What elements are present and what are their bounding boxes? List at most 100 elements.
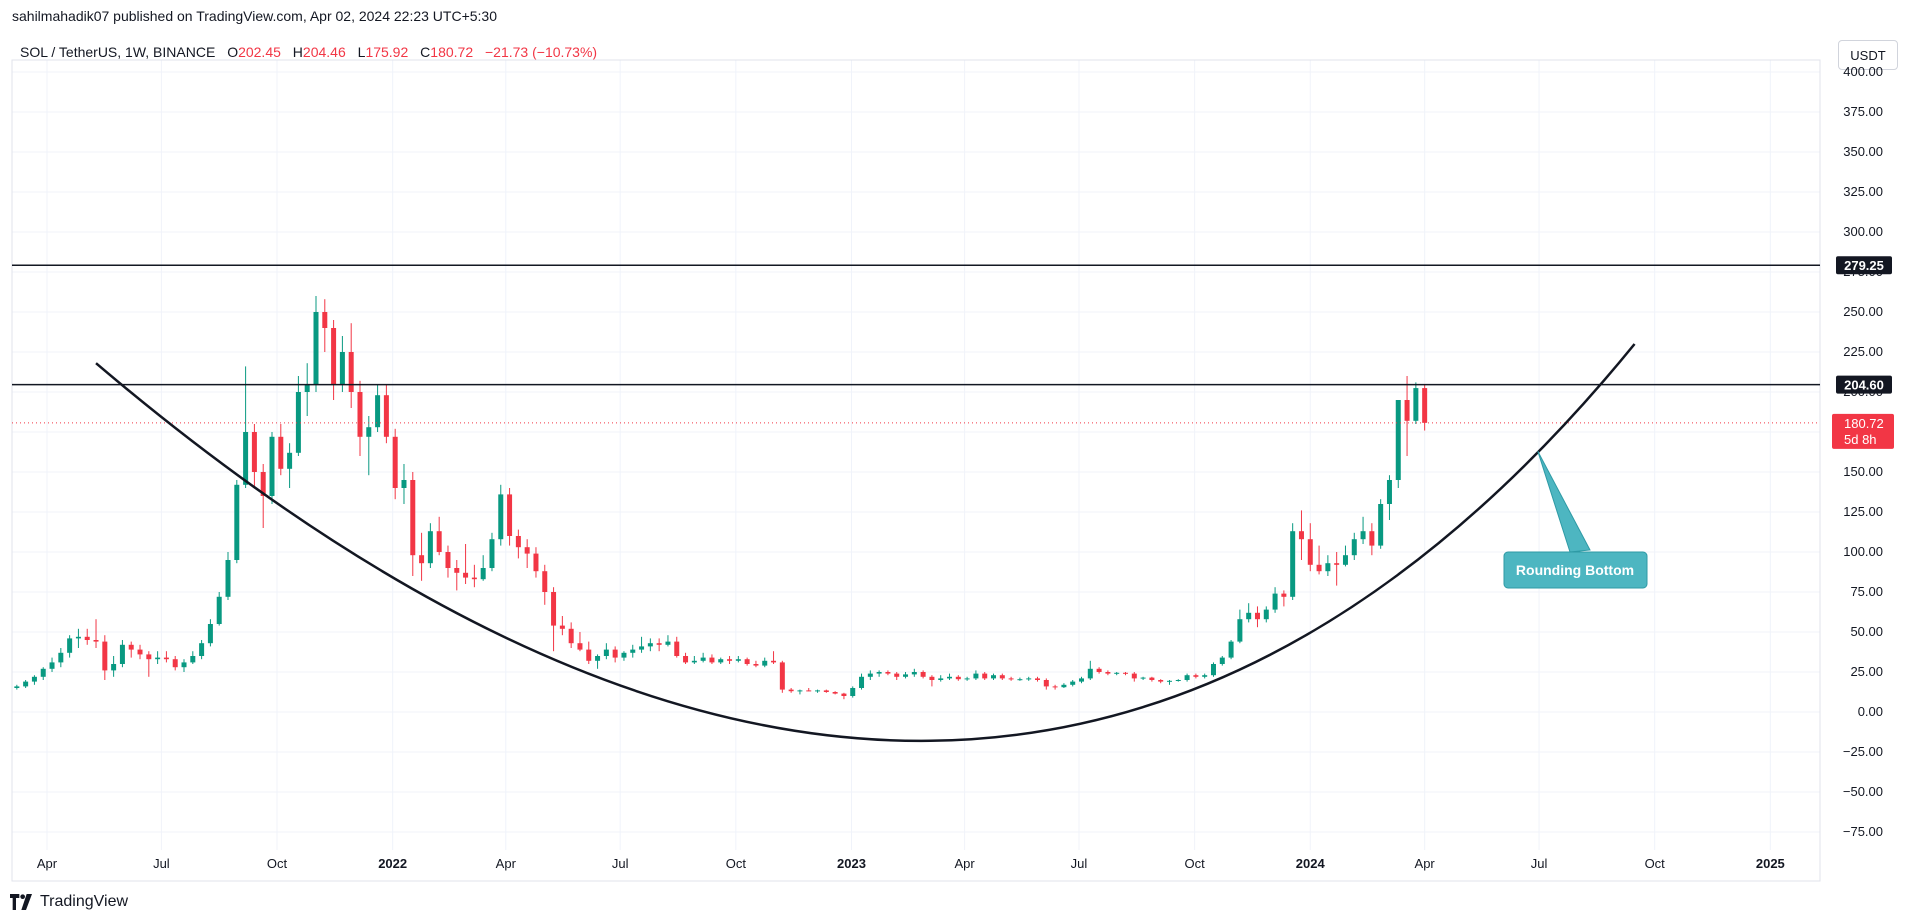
tradingview-logo-icon bbox=[10, 894, 32, 910]
candle-body bbox=[31, 676, 37, 682]
high-label: H bbox=[292, 44, 303, 60]
candle-body bbox=[480, 568, 486, 580]
price-axis[interactable]: 400.00375.00350.00325.00300.00275.00250.… bbox=[1832, 64, 1894, 839]
candle-body bbox=[903, 674, 909, 677]
candle-body bbox=[392, 436, 398, 488]
candle-body bbox=[251, 432, 257, 472]
candle-body bbox=[1087, 668, 1093, 679]
candle-body bbox=[366, 427, 372, 437]
candle-body bbox=[6, 688, 11, 690]
x-tick-label: Jul bbox=[153, 856, 170, 871]
candle-body bbox=[489, 539, 495, 568]
callout-pointer bbox=[1537, 450, 1591, 553]
candle-body bbox=[234, 484, 240, 560]
candle-body bbox=[938, 678, 944, 680]
candle-body bbox=[137, 649, 143, 655]
y-tick-label: 25.00 bbox=[1850, 664, 1883, 679]
candle-body bbox=[744, 659, 750, 664]
candle-body bbox=[1413, 388, 1419, 421]
tradingview-footer[interactable]: TradingView bbox=[10, 893, 128, 911]
candle-body bbox=[674, 641, 680, 656]
candle-body bbox=[533, 553, 539, 572]
candle-body bbox=[269, 436, 275, 496]
candle-body bbox=[427, 531, 433, 564]
candle-body bbox=[463, 572, 469, 578]
candle-body bbox=[929, 676, 935, 680]
candle-body bbox=[973, 673, 979, 679]
callout-box[interactable] bbox=[1503, 551, 1648, 589]
candle-body bbox=[1158, 680, 1164, 682]
grid bbox=[12, 60, 1820, 850]
x-tick-label: Jul bbox=[1071, 856, 1088, 871]
candle-body bbox=[58, 652, 64, 663]
candle-body bbox=[1008, 678, 1014, 680]
candle-body bbox=[823, 690, 829, 692]
candle-body bbox=[507, 494, 513, 536]
x-tick-label: Jul bbox=[612, 856, 629, 871]
currency-unit-button[interactable]: USDT bbox=[1838, 40, 1898, 70]
candle-body bbox=[841, 693, 847, 696]
candle-body bbox=[1316, 564, 1322, 572]
candle-body bbox=[806, 690, 812, 692]
candle-body bbox=[339, 352, 345, 384]
candle-body bbox=[815, 690, 821, 692]
candles bbox=[6, 296, 1428, 700]
time-axis[interactable]: Apr Jul Oct 2022 Apr Jul Oct 2023 Apr Jul Oct 2024 A… bbox=[37, 856, 1785, 871]
close-value: 180.72 bbox=[430, 44, 474, 60]
candle-body bbox=[771, 660, 777, 663]
candle-body bbox=[1228, 641, 1234, 658]
candle-body bbox=[313, 312, 319, 384]
candle-body bbox=[665, 641, 671, 645]
candle-body bbox=[955, 676, 961, 680]
candle-body bbox=[911, 672, 917, 675]
y-tick-label: 100.00 bbox=[1843, 544, 1883, 559]
candle-body bbox=[119, 644, 125, 664]
candle-body bbox=[1272, 593, 1278, 610]
candle-body bbox=[621, 652, 627, 658]
tradingview-brand: TradingView bbox=[40, 893, 129, 910]
y-tick-label: 375.00 bbox=[1843, 104, 1883, 119]
candle-body bbox=[243, 432, 249, 485]
y-tick-label: −25.00 bbox=[1843, 744, 1883, 759]
x-tick-label: Oct bbox=[267, 856, 288, 871]
candle-body bbox=[445, 552, 451, 568]
candle-body bbox=[595, 656, 601, 661]
candle-body bbox=[735, 659, 741, 661]
last-price-tag bbox=[1832, 413, 1894, 449]
candle-body bbox=[1070, 681, 1076, 685]
candle-body bbox=[410, 480, 416, 556]
rounding-bottom-curve[interactable] bbox=[95, 343, 1636, 743]
y-tick-label: 50.00 bbox=[1850, 624, 1883, 639]
candle-body bbox=[832, 692, 838, 694]
candle-body bbox=[498, 494, 504, 540]
candle-body bbox=[401, 480, 407, 488]
candle-body bbox=[559, 625, 565, 629]
symbol-name: SOL / TetherUS, 1W, BINANCE bbox=[20, 44, 216, 60]
candle-body bbox=[1290, 531, 1296, 597]
candle-body bbox=[1061, 684, 1067, 688]
low-value: 175.92 bbox=[365, 44, 409, 60]
x-tick-label: Oct bbox=[1645, 856, 1666, 871]
candle-body bbox=[1422, 388, 1428, 423]
candle-body bbox=[709, 657, 715, 663]
x-tick-label: Apr bbox=[1415, 856, 1436, 871]
candle-body bbox=[568, 628, 574, 644]
candle-body bbox=[1210, 664, 1216, 676]
candle-body bbox=[577, 643, 583, 650]
level-price-label: 204.60 bbox=[1844, 378, 1884, 393]
candle-body bbox=[762, 660, 768, 666]
candle-body bbox=[1351, 539, 1357, 556]
x-tick-label: Apr bbox=[496, 856, 517, 871]
candle-body bbox=[894, 673, 900, 677]
candle-body bbox=[683, 656, 689, 663]
candle-body bbox=[436, 531, 442, 552]
candle-body bbox=[1043, 680, 1049, 687]
candle-body bbox=[920, 672, 926, 677]
candle-body bbox=[1219, 657, 1225, 664]
candle-body bbox=[225, 560, 231, 597]
candle-body bbox=[102, 641, 108, 671]
plot-frame bbox=[11, 59, 1821, 882]
candle-body bbox=[885, 672, 891, 674]
candle-body bbox=[524, 547, 530, 554]
